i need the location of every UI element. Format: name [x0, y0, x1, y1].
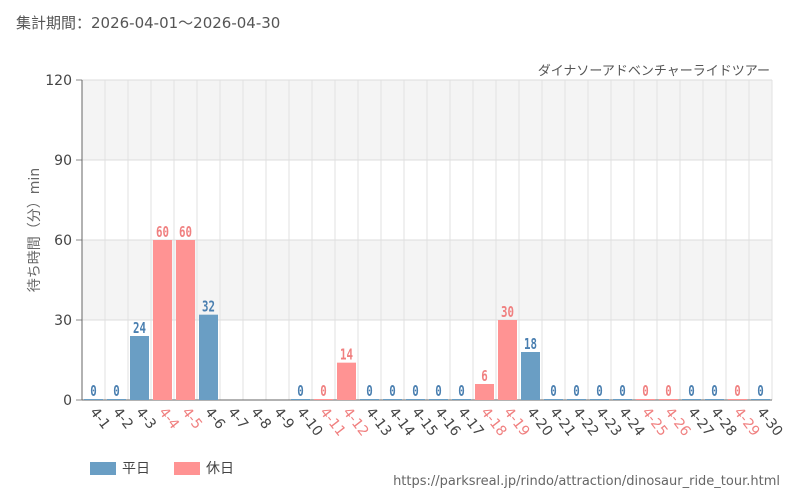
bar — [130, 336, 149, 400]
legend: 平日 休日 — [90, 458, 234, 478]
y-tick-label: 60 — [54, 233, 72, 249]
bar-value-label: 0 — [320, 383, 327, 400]
x-tick-label: 4-2 — [109, 405, 136, 433]
bar-value-label: 0 — [90, 383, 97, 400]
bar — [153, 240, 172, 400]
bar-value-label: 0 — [113, 383, 120, 400]
x-tick-label: 4-8 — [247, 405, 274, 433]
bar — [544, 399, 563, 400]
collection-period: 集計期間：2026-04-01～2026-04-30 — [16, 14, 281, 32]
x-tick-label: 4-1 — [86, 405, 113, 433]
bar — [636, 399, 655, 400]
bar — [521, 352, 540, 400]
bar-value-label: 0 — [297, 383, 304, 400]
bar — [590, 399, 609, 400]
bar-value-label: 60 — [156, 224, 169, 241]
bar — [682, 399, 701, 400]
bar — [475, 384, 494, 400]
attraction-name: ダイナソーアドベンチャーライドツアー — [537, 64, 770, 79]
bar — [751, 399, 770, 400]
bar — [383, 399, 402, 400]
bar-value-label: 0 — [665, 383, 672, 400]
x-tick-label: 4-5 — [178, 405, 205, 433]
bar — [107, 399, 126, 400]
bar-value-label: 0 — [389, 383, 396, 400]
bar-value-label: 0 — [734, 383, 741, 400]
weekday-swatch — [90, 461, 116, 475]
bar — [705, 399, 724, 400]
bar-value-label: 0 — [550, 383, 557, 400]
x-tick-label: 4-30 — [753, 405, 785, 440]
x-tick-label: 4-7 — [224, 405, 251, 433]
bar — [314, 399, 333, 400]
bar-value-label: 0 — [573, 383, 580, 400]
bar — [406, 399, 425, 400]
bar-value-label: 32 — [202, 299, 215, 316]
bar — [291, 399, 310, 400]
bar-value-label: 0 — [619, 383, 626, 400]
x-tick-label: 4-3 — [132, 405, 159, 433]
x-tick-label: 4-6 — [201, 405, 228, 433]
legend-item-holiday: 休日 — [174, 458, 234, 478]
bar-value-label: 60 — [179, 224, 192, 241]
bar-value-label: 0 — [596, 383, 603, 400]
bar-value-label: 0 — [642, 383, 649, 400]
bar-value-label: 30 — [501, 304, 514, 321]
x-tick-label: 4-9 — [270, 405, 297, 433]
bar-value-label: 0 — [757, 383, 764, 400]
bar — [176, 240, 195, 400]
bar-value-label: 6 — [481, 368, 488, 385]
bar — [360, 399, 379, 400]
legend-item-weekday: 平日 — [90, 458, 150, 478]
source-url[interactable]: https://parksreal.jp/rindo/attraction/di… — [393, 474, 780, 489]
x-tick-label: 4-4 — [155, 405, 182, 433]
bar-value-label: 0 — [435, 383, 442, 400]
bar-value-label: 0 — [711, 383, 718, 400]
legend-label-weekday: 平日 — [122, 461, 150, 477]
bar — [452, 399, 471, 400]
y-tick-label: 0 — [63, 393, 72, 409]
bar — [567, 399, 586, 400]
bar — [84, 399, 103, 400]
bar — [337, 362, 356, 400]
bar-value-label: 18 — [524, 336, 537, 353]
bar-value-label: 0 — [458, 383, 465, 400]
y-tick-label: 30 — [54, 313, 72, 329]
bar-value-label: 14 — [340, 347, 353, 364]
bar — [659, 399, 678, 400]
y-tick-label: 120 — [45, 73, 72, 89]
bar — [498, 320, 517, 400]
bar-value-label: 0 — [412, 383, 419, 400]
bar-value-label: 0 — [366, 383, 373, 400]
bar — [429, 399, 448, 400]
bar-value-label: 24 — [133, 320, 146, 337]
bar — [199, 314, 218, 400]
holiday-swatch — [174, 461, 200, 475]
legend-label-holiday: 休日 — [206, 461, 234, 477]
bar — [728, 399, 747, 400]
bar — [613, 399, 632, 400]
bar-value-label: 0 — [688, 383, 695, 400]
y-tick-label: 90 — [54, 153, 72, 169]
